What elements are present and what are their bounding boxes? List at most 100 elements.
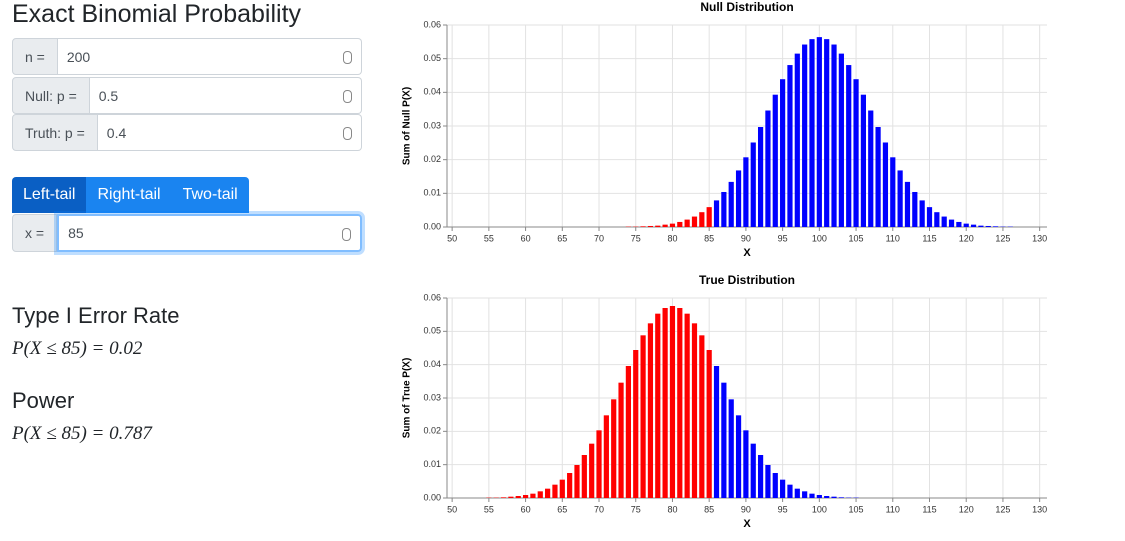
x-tick-label: 65 bbox=[557, 504, 567, 514]
bar bbox=[934, 212, 940, 227]
x-tick-label: 55 bbox=[484, 233, 494, 243]
bar bbox=[846, 65, 852, 228]
bar bbox=[581, 455, 587, 498]
bar bbox=[853, 79, 859, 227]
y-tick-label: 0.05 bbox=[423, 326, 441, 336]
bar bbox=[794, 488, 800, 498]
bar bbox=[838, 497, 844, 498]
bar bbox=[508, 496, 514, 498]
x-tick-label: 60 bbox=[521, 233, 531, 243]
bar bbox=[956, 221, 962, 227]
input-label: x = bbox=[12, 214, 58, 252]
x-tick-label: 95 bbox=[778, 504, 788, 514]
bar bbox=[684, 313, 690, 498]
bar bbox=[589, 443, 595, 498]
bar bbox=[699, 212, 705, 227]
bar bbox=[919, 200, 925, 227]
y-tick-label: 0.01 bbox=[423, 459, 441, 469]
bar bbox=[780, 479, 786, 498]
bar bbox=[802, 44, 808, 227]
bar bbox=[713, 366, 720, 498]
bar bbox=[772, 94, 778, 227]
bar bbox=[640, 335, 646, 498]
tail-buttons: Left-tail Right-tail Two-tail bbox=[12, 177, 249, 213]
y-axis-label: Sum of Null P(X) bbox=[402, 87, 413, 165]
bar bbox=[522, 495, 529, 498]
bar bbox=[794, 53, 800, 227]
bar bbox=[677, 221, 683, 227]
tail-button[interactable]: Right-tail bbox=[86, 177, 172, 213]
number-input[interactable]: 0.4 bbox=[97, 114, 362, 151]
bar bbox=[743, 430, 749, 498]
bar bbox=[992, 226, 999, 227]
bar bbox=[897, 170, 903, 227]
x-axis-label: X bbox=[743, 518, 751, 530]
bar bbox=[662, 308, 668, 498]
x-tick-label: 90 bbox=[741, 504, 751, 514]
x-tick-label: 80 bbox=[667, 504, 677, 514]
bar bbox=[552, 484, 558, 498]
x-tick-label: 110 bbox=[886, 504, 900, 514]
x-tick-label: 105 bbox=[849, 504, 864, 514]
y-tick-label: 0.03 bbox=[423, 120, 441, 130]
bar bbox=[780, 79, 786, 227]
x-tick-label: 70 bbox=[594, 233, 604, 243]
bar bbox=[882, 142, 889, 227]
x-tick-label: 100 bbox=[812, 504, 827, 514]
bar bbox=[802, 491, 808, 498]
bar bbox=[647, 323, 654, 498]
tail-button[interactable]: Two-tail bbox=[171, 177, 249, 213]
bar bbox=[970, 224, 977, 227]
x-tick-label: 115 bbox=[922, 504, 936, 514]
number-input[interactable]: 200 bbox=[57, 38, 362, 75]
app-title: Exact Binomial Probability bbox=[12, 0, 302, 28]
input-value: 200 bbox=[66, 48, 91, 65]
bar bbox=[706, 207, 712, 227]
x-tick-label: 110 bbox=[886, 233, 900, 243]
bar bbox=[567, 473, 573, 498]
y-axis-label: Sum of True P(X) bbox=[402, 358, 413, 439]
bar bbox=[757, 127, 764, 227]
bar bbox=[677, 308, 683, 498]
bar bbox=[948, 219, 955, 227]
bar bbox=[640, 226, 646, 227]
bar bbox=[809, 39, 815, 227]
number-input[interactable]: 85 bbox=[57, 214, 362, 252]
bar bbox=[875, 127, 881, 227]
bar bbox=[985, 225, 991, 227]
y-tick-label: 0.06 bbox=[423, 292, 441, 302]
x-tick-label: 100 bbox=[812, 233, 827, 243]
bar bbox=[691, 216, 698, 227]
x-tick-label: 105 bbox=[849, 233, 864, 243]
x-tick-label: 125 bbox=[995, 233, 1010, 243]
x-tick-label: 50 bbox=[447, 504, 457, 514]
x-tick-label: 95 bbox=[778, 233, 788, 243]
x-tick-label: 75 bbox=[631, 233, 641, 243]
bar bbox=[757, 455, 764, 498]
bar bbox=[625, 366, 631, 498]
bar bbox=[750, 142, 756, 227]
bar bbox=[721, 191, 727, 227]
bar bbox=[765, 110, 771, 227]
x-tick-label: 115 bbox=[922, 233, 936, 243]
x-tick-label: 80 bbox=[667, 233, 677, 243]
bar bbox=[537, 491, 543, 498]
bar bbox=[530, 493, 536, 498]
bar bbox=[559, 479, 565, 498]
y-tick-label: 0.00 bbox=[423, 221, 441, 231]
bar bbox=[669, 306, 676, 498]
chart-title: Null Distribution bbox=[700, 0, 793, 14]
x-tick-label: 55 bbox=[484, 504, 494, 514]
y-tick-label: 0.01 bbox=[423, 188, 441, 198]
y-tick-label: 0.04 bbox=[423, 87, 441, 97]
tail-button[interactable]: Left-tail bbox=[12, 177, 87, 213]
x-axis-label: X bbox=[743, 247, 751, 259]
bar bbox=[669, 223, 676, 227]
bar bbox=[787, 484, 793, 498]
number-input[interactable]: 0.5 bbox=[89, 77, 362, 114]
bar bbox=[699, 335, 705, 498]
bar bbox=[596, 430, 602, 498]
result-heading: Power bbox=[12, 388, 75, 413]
input-group: x = 85 bbox=[12, 214, 362, 252]
